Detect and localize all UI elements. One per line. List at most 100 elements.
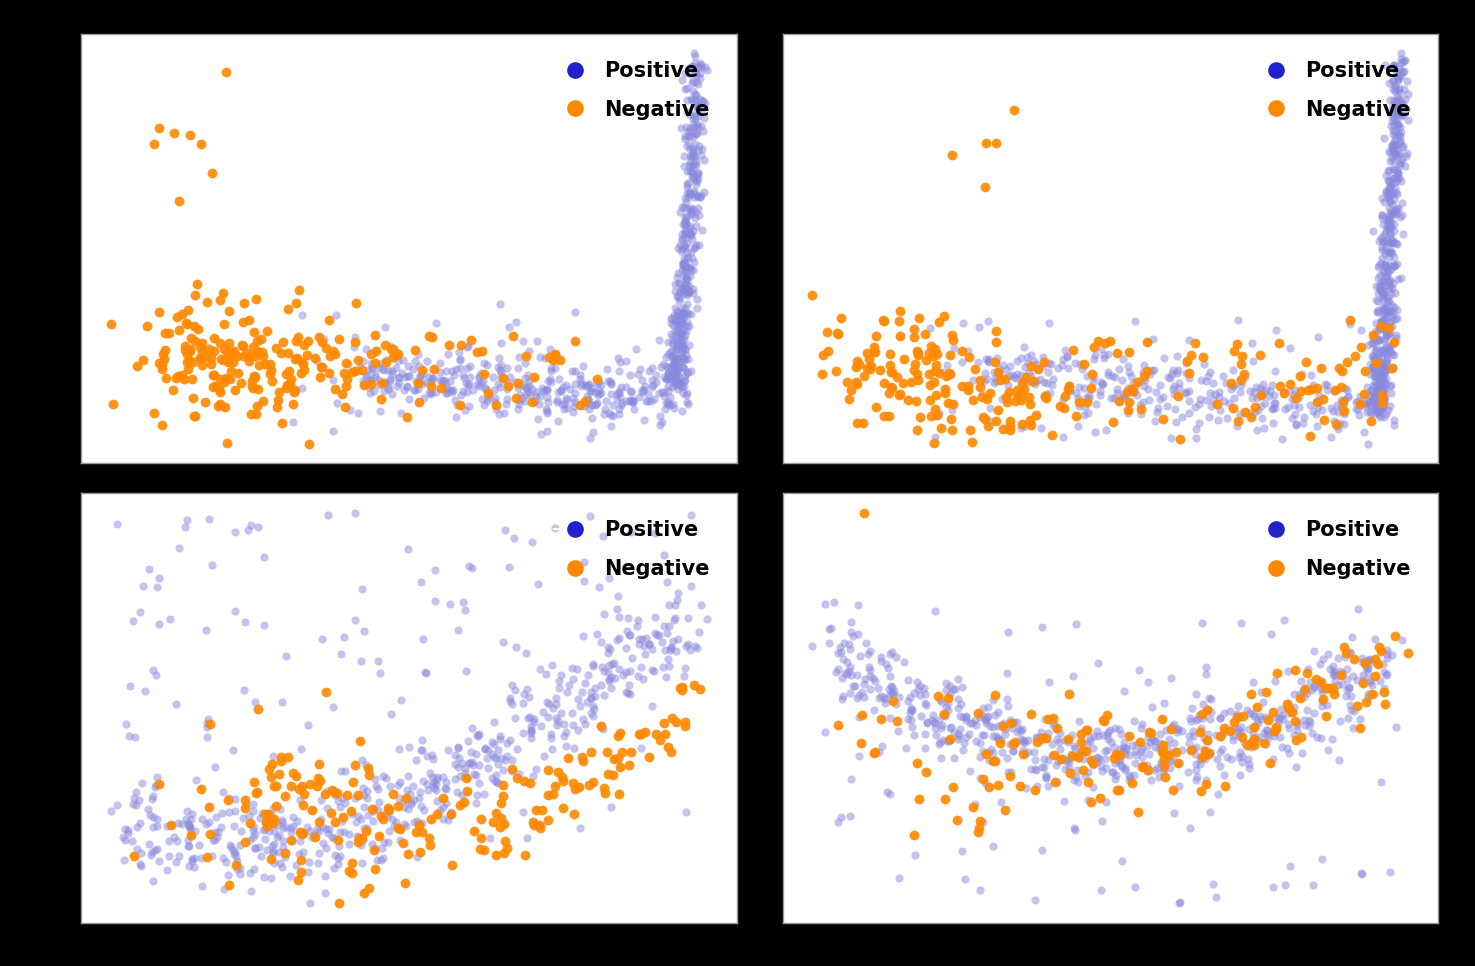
Point bbox=[1356, 666, 1379, 681]
Point bbox=[1336, 671, 1360, 687]
Point bbox=[232, 682, 255, 697]
Point bbox=[181, 390, 205, 406]
Point bbox=[448, 398, 472, 413]
Point bbox=[381, 363, 404, 379]
Point bbox=[1201, 375, 1224, 390]
Point bbox=[209, 819, 233, 835]
Point bbox=[975, 135, 999, 151]
Point bbox=[1282, 687, 1305, 702]
Point bbox=[158, 834, 181, 849]
Point bbox=[367, 828, 391, 843]
Point bbox=[863, 345, 886, 360]
Point bbox=[1389, 108, 1413, 124]
Point bbox=[670, 231, 693, 246]
Point bbox=[974, 712, 997, 727]
Point bbox=[437, 346, 460, 361]
Point bbox=[1363, 379, 1386, 394]
Point bbox=[678, 260, 702, 275]
Point bbox=[684, 105, 708, 121]
Point bbox=[1372, 235, 1395, 250]
Point bbox=[914, 764, 938, 780]
Point bbox=[580, 397, 603, 412]
Point bbox=[1391, 64, 1415, 79]
Point bbox=[1381, 312, 1404, 327]
Point bbox=[984, 324, 1007, 339]
Point bbox=[1369, 321, 1392, 336]
Point bbox=[971, 385, 994, 401]
Point bbox=[673, 130, 696, 146]
Point bbox=[386, 790, 410, 806]
Point bbox=[1240, 336, 1264, 352]
Point bbox=[1242, 384, 1266, 400]
Point bbox=[344, 814, 367, 830]
Point bbox=[689, 65, 712, 80]
Point bbox=[404, 824, 428, 839]
Point bbox=[121, 796, 145, 811]
Point bbox=[530, 718, 553, 733]
Point bbox=[1381, 319, 1404, 334]
Point bbox=[1384, 203, 1407, 218]
Point bbox=[280, 833, 304, 848]
Point bbox=[1381, 360, 1404, 376]
Point bbox=[1366, 286, 1389, 301]
Point bbox=[478, 831, 502, 846]
Point bbox=[671, 263, 695, 278]
Point bbox=[1093, 336, 1117, 352]
Point bbox=[642, 377, 665, 392]
Point bbox=[215, 792, 239, 808]
Point bbox=[1249, 384, 1273, 399]
Point bbox=[1385, 83, 1409, 99]
Point bbox=[1388, 128, 1412, 143]
Point bbox=[322, 831, 345, 846]
Point bbox=[847, 356, 870, 372]
Point bbox=[593, 402, 617, 417]
Point bbox=[1379, 243, 1403, 259]
Point bbox=[482, 382, 506, 397]
Point bbox=[1179, 743, 1202, 758]
Point bbox=[1376, 289, 1400, 304]
Point bbox=[326, 833, 350, 848]
Point bbox=[497, 559, 521, 575]
Point bbox=[826, 661, 850, 676]
Point bbox=[1382, 206, 1406, 221]
Point bbox=[686, 98, 709, 113]
Point bbox=[1018, 412, 1041, 428]
Point bbox=[1350, 866, 1373, 881]
Point bbox=[1335, 645, 1358, 661]
Point bbox=[333, 378, 357, 393]
Point bbox=[662, 373, 686, 388]
Point bbox=[1165, 414, 1189, 430]
Point bbox=[1366, 388, 1389, 404]
Point bbox=[858, 663, 882, 678]
Point bbox=[1025, 778, 1049, 793]
Point bbox=[403, 383, 426, 398]
Point bbox=[999, 736, 1022, 752]
Point bbox=[1289, 368, 1313, 384]
Point bbox=[662, 366, 686, 382]
Point bbox=[643, 525, 667, 540]
Point bbox=[1353, 425, 1376, 440]
Point bbox=[670, 120, 693, 135]
Point bbox=[322, 373, 345, 388]
Point bbox=[1131, 368, 1155, 384]
Point bbox=[563, 385, 587, 401]
Point bbox=[673, 259, 696, 274]
Point bbox=[996, 764, 1019, 780]
Point bbox=[600, 418, 624, 434]
Point bbox=[323, 847, 347, 863]
Point bbox=[1392, 64, 1416, 79]
Point bbox=[1310, 682, 1333, 697]
Point bbox=[1285, 714, 1308, 729]
Point bbox=[1246, 403, 1270, 418]
Point bbox=[1162, 386, 1186, 402]
Point bbox=[872, 690, 895, 705]
Point bbox=[901, 719, 925, 734]
Point bbox=[645, 374, 668, 389]
Point bbox=[1363, 363, 1386, 379]
Point bbox=[1238, 722, 1261, 737]
Point bbox=[344, 505, 367, 521]
Point bbox=[1092, 376, 1115, 391]
Point bbox=[1360, 677, 1384, 693]
Point bbox=[681, 189, 705, 205]
Point bbox=[448, 387, 472, 403]
